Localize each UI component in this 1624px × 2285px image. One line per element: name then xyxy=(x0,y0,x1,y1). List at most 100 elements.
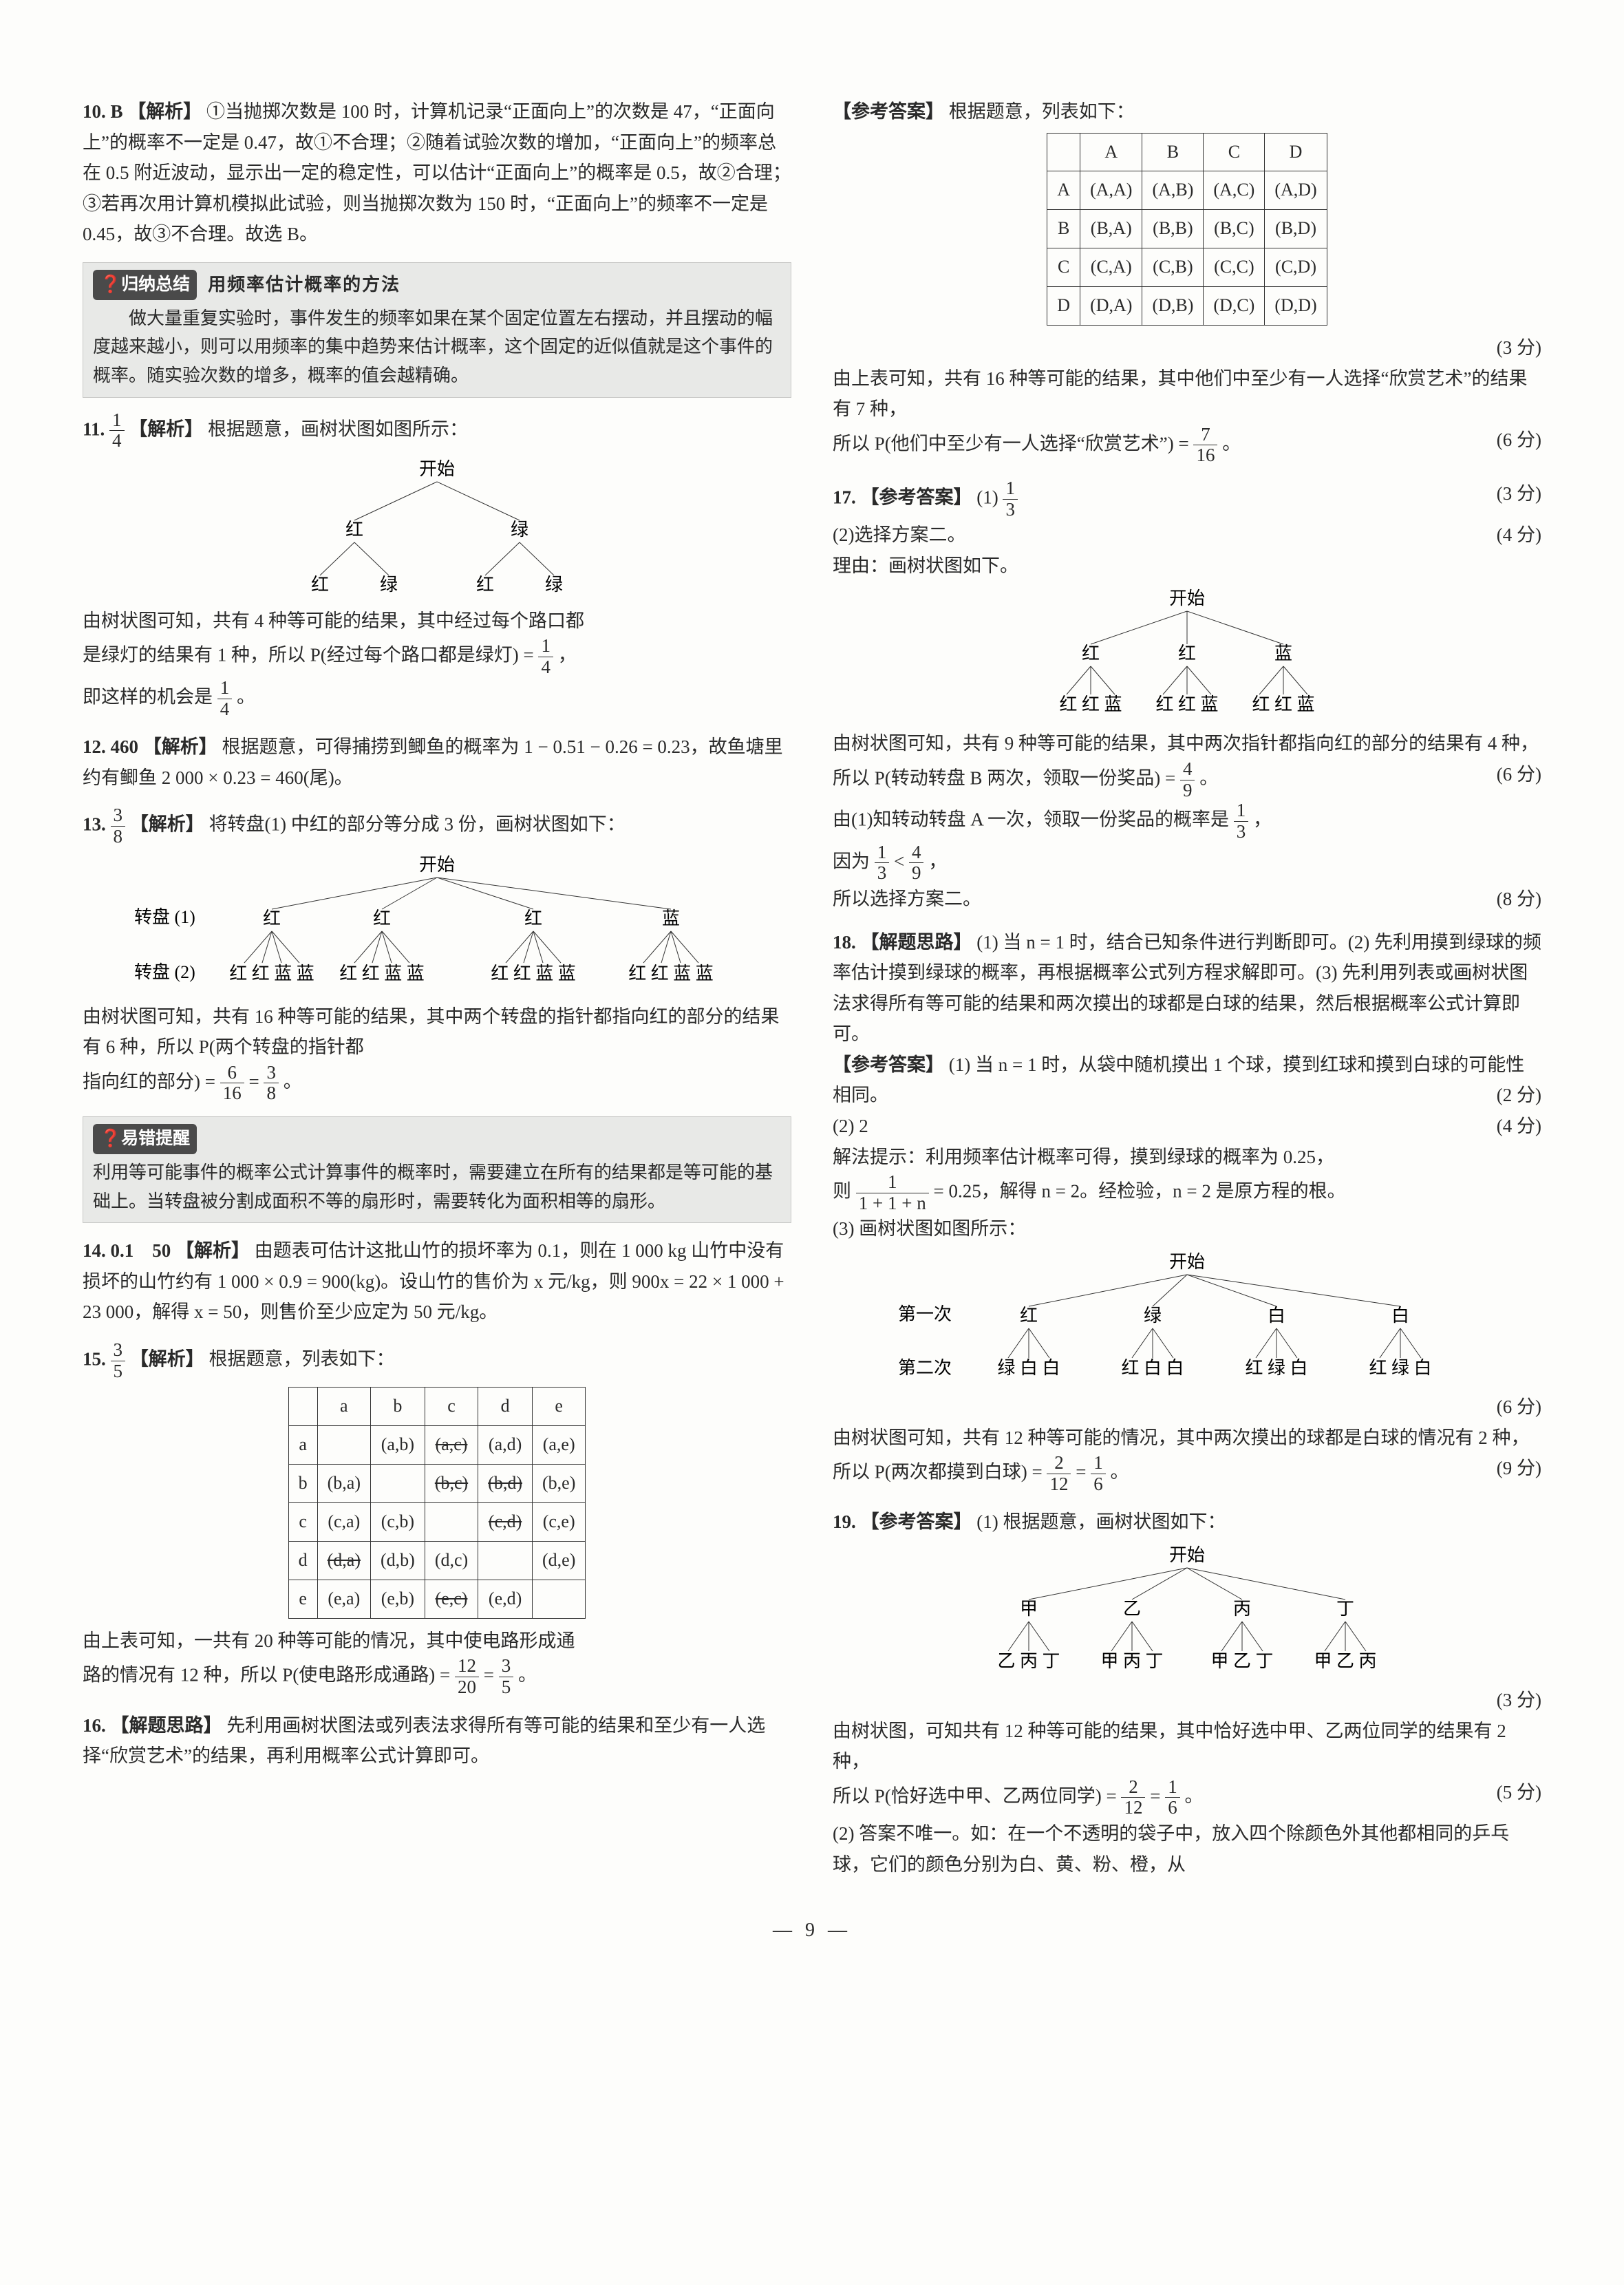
table-cell: (B,D) xyxy=(1265,210,1327,248)
row-label: 转盘 (1) xyxy=(134,907,195,927)
table-cell xyxy=(533,1580,586,1618)
callout1-body: 做大量重复实验时，事件发生的频率如果在某个固定位置左右摆动，并且摆动的幅度越来越… xyxy=(93,304,781,390)
q17-score4: (8 分) xyxy=(1497,884,1541,915)
callout-warning: ❓易错提醒 利用等可能事件的概率公式计算事件的概率时，需要建立在所有的结果都是等… xyxy=(83,1116,791,1223)
table-cell: (D,B) xyxy=(1142,287,1204,326)
q12-num: 12. 460 xyxy=(83,736,138,757)
q18-p3: (3) 画树状图如图所示： xyxy=(833,1213,1541,1244)
frac-d: 6 xyxy=(1165,1798,1180,1818)
q18-score3: (6 分) xyxy=(1497,1392,1541,1423)
frac-d: 4 xyxy=(217,699,233,720)
frac-n: 4 xyxy=(909,842,924,864)
callout2-icon-text: 易错提醒 xyxy=(121,1129,190,1148)
table-cell: (D,A) xyxy=(1080,287,1142,326)
q15-after2a: 路的情况有 12 种，所以 P(使电路形成通路) = xyxy=(83,1665,450,1686)
table-header: a xyxy=(317,1388,370,1426)
q17: 17. 【参考答案】 (1) 13 (3 分) (2)选择方案二。 (4 分) … xyxy=(833,478,1541,915)
frac-n: 4 xyxy=(1180,759,1195,780)
table-cell: (C,A) xyxy=(1080,248,1142,287)
table-cell: (e,a) xyxy=(317,1580,370,1618)
q18-tree-svg: 开始 第一次 红 绿 白 白 第二次 绿 白 白 红 白 白 xyxy=(877,1251,1497,1382)
q13-eq: = xyxy=(248,1071,264,1092)
table-header: c xyxy=(425,1388,478,1426)
q18-tree: 开始 第一次 红 绿 白 白 第二次 绿 白 白 红 白 白 xyxy=(833,1251,1541,1382)
q11-after1: 由树状图可知，共有 4 种等可能的结果，其中经过每个路口都 xyxy=(83,606,791,637)
q14: 14. 0.1 50 【解析】 由题表可估计这批山竹的损坏率为 0.1，则在 1… xyxy=(83,1235,791,1328)
q17-after3b: ， xyxy=(1253,809,1272,830)
q15-tag: 【解析】 xyxy=(130,1348,204,1369)
table-cell: (e,d) xyxy=(478,1580,533,1618)
q13-tag: 【解析】 xyxy=(130,814,204,835)
table-row: b(b,a)(b,c)(b,d)(b,e) xyxy=(288,1465,586,1503)
q16b-after1: 由上表可知，共有 16 种等可能的结果，其中他们中至少有一人选择“欣赏艺术”的结… xyxy=(833,363,1541,425)
q16b-score2: (6 分) xyxy=(1497,425,1541,456)
tree-node: 白 xyxy=(1391,1306,1409,1326)
tree-node: 红 xyxy=(524,908,542,928)
table-cell: (b,e) xyxy=(533,1465,586,1503)
q18-after2b: 。 xyxy=(1110,1461,1129,1482)
q17-reason: 理由：画树状图如下。 xyxy=(833,551,1541,582)
q17-after1: 由树状图可知，共有 9 种等可能的结果，其中两次指针都指向红的部分的结果有 4 … xyxy=(833,728,1541,759)
tree-node: 蓝 xyxy=(662,908,680,928)
frac-n: 1 xyxy=(856,1172,929,1193)
tree-root: 开始 xyxy=(419,855,455,875)
q18-hint: 解法提示：利用频率估计概率可得，摸到绿球的概率为 0.25， xyxy=(833,1142,1541,1173)
q11-tag: 【解析】 xyxy=(129,418,203,439)
q16b-after2b: 。 xyxy=(1222,433,1241,454)
frac-n: 2 xyxy=(1121,1777,1145,1798)
table-header: b xyxy=(370,1388,425,1426)
tree-node: 甲 乙 丙 xyxy=(1314,1651,1376,1671)
frac-n: 6 xyxy=(220,1063,244,1084)
q18-anstag: 【参考答案】 xyxy=(833,1054,944,1075)
tree-node: 丙 xyxy=(1233,1599,1251,1619)
q11-after3a: 即这样的机会是 xyxy=(83,686,213,707)
left-column: 10. B 【解析】 ①当抛掷次数是 100 时，计算机记录“正面向上”的次数是… xyxy=(83,96,791,1892)
frac-n: 1 xyxy=(217,678,233,699)
table-row: e(e,a)(e,b)(e,c)(e,d) xyxy=(288,1580,586,1618)
tree-node: 甲 丙 丁 xyxy=(1100,1651,1163,1671)
q17-mid: < xyxy=(894,851,909,871)
q13-after1: 由树状图可知，共有 16 种等可能的结果，其中两个转盘的指针都指向红的部分的结果… xyxy=(83,1001,791,1063)
table-cell: (D,D) xyxy=(1265,287,1327,326)
q16b-after2a: 所以 P(他们中至少有一人选择“欣赏艺术”) = xyxy=(833,433,1189,454)
table-cell: A xyxy=(1047,171,1080,210)
q19-after2a: 所以 P(恰好选中甲、乙两位同学) = xyxy=(833,1785,1117,1806)
tree-root: 开始 xyxy=(1169,588,1205,608)
q18-eqb: = 0.25，解得 n = 2。经检验，n = 2 是原方程的根。 xyxy=(933,1180,1345,1201)
q13-num: 13. xyxy=(83,814,106,835)
q10-tag: 【解析】 xyxy=(127,101,202,122)
q19-tree: 开始 甲 乙 丙 丁 乙 丙 丁 甲 丙 丁 甲 乙 丁 甲 乙 丙 xyxy=(833,1544,1541,1675)
tree-node: 蓝 xyxy=(1274,644,1292,663)
table-cell: (d,e) xyxy=(533,1541,586,1580)
q11-tree: 开始 红 绿 红 绿 红 绿 xyxy=(83,458,791,596)
q18-score1: (2 分) xyxy=(1497,1080,1541,1111)
callout-summary: ❓归纳总结 用频率估计概率的方法 做大量重复实验时，事件发生的频率如果在某个固定… xyxy=(83,262,791,398)
table-cell: (B,B) xyxy=(1142,210,1204,248)
table-cell: (a,c) xyxy=(425,1426,478,1465)
tree-root: 开始 xyxy=(1169,1252,1205,1272)
frac-d: 9 xyxy=(909,863,924,884)
table-header: e xyxy=(533,1388,586,1426)
table-cell: (a,e) xyxy=(533,1426,586,1465)
table-cell: B xyxy=(1047,210,1080,248)
callout1-icon: ❓归纳总结 xyxy=(93,270,197,300)
page-number: — 9 — xyxy=(83,1920,1541,1942)
right-column: 【参考答案】 根据题意，列表如下： ABCDA(A,A)(A,B)(A,C)(A… xyxy=(833,96,1541,1892)
table-header: C xyxy=(1204,133,1265,171)
tree-node: 红 xyxy=(476,575,494,595)
tree-node: 绿 白 白 xyxy=(997,1358,1060,1378)
table-header: d xyxy=(478,1388,533,1426)
table-cell: (C,C) xyxy=(1204,248,1265,287)
table-cell: (c,e) xyxy=(533,1503,586,1542)
frac-n: 1 xyxy=(1003,478,1018,500)
frac-d: 4 xyxy=(538,657,553,678)
q18-eqa: 则 xyxy=(833,1180,851,1201)
q16b-tag: 【参考答案】 xyxy=(833,101,944,122)
q17-p1a: (1) xyxy=(976,487,998,507)
frac-n: 1 xyxy=(1091,1453,1106,1474)
q17-score3: (6 分) xyxy=(1497,759,1541,790)
frac-d: 16 xyxy=(1193,445,1217,466)
q18-score2: (4 分) xyxy=(1497,1111,1541,1142)
tree-node: 红 xyxy=(1020,1306,1038,1326)
frac-d: 20 xyxy=(455,1677,479,1698)
